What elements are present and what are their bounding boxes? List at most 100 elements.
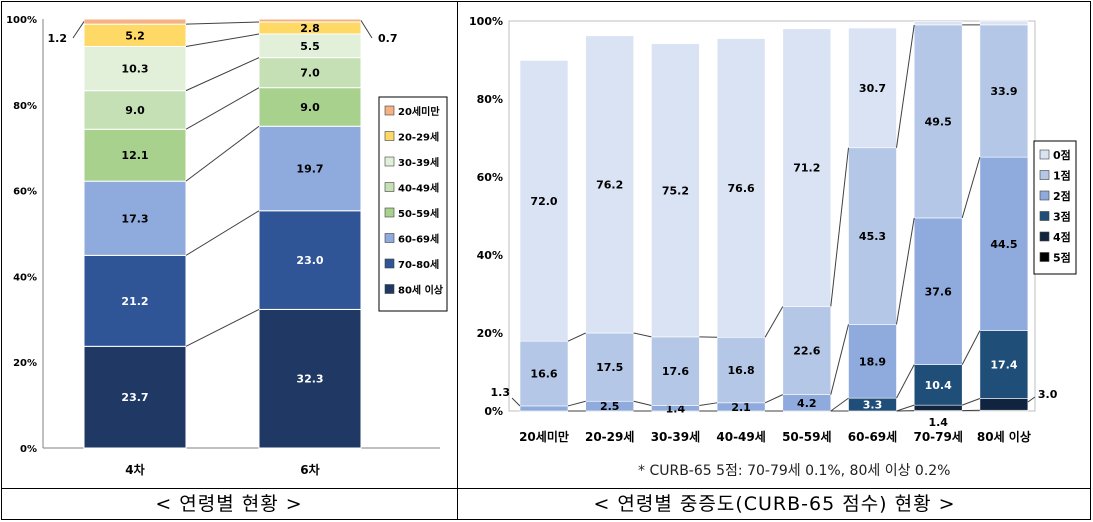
x-tick-label: 20세미만 bbox=[519, 429, 569, 444]
data-label: 17.6 bbox=[662, 365, 689, 378]
y-tick-label: 80% bbox=[13, 101, 37, 112]
x-tick-label: 6차 bbox=[300, 462, 319, 477]
series-connector bbox=[185, 87, 260, 130]
legend-label: 30-39세 bbox=[398, 156, 439, 169]
data-label: 45.3 bbox=[859, 230, 886, 243]
bar-segment bbox=[83, 345, 187, 449]
data-label: 10.4 bbox=[925, 379, 952, 392]
data-label: 75.2 bbox=[662, 184, 689, 197]
data-label: 16.6 bbox=[530, 368, 557, 381]
bar-segment bbox=[979, 330, 1029, 399]
bar-segment bbox=[519, 340, 569, 407]
legend-label: 1점 bbox=[1053, 169, 1071, 183]
x-tick-label: 70-79세 bbox=[913, 429, 962, 444]
series-connector bbox=[185, 125, 260, 182]
data-label: 21.2 bbox=[121, 295, 148, 308]
outside-data-label: 0.7 bbox=[378, 32, 398, 45]
series-connector bbox=[633, 332, 652, 338]
series-connector bbox=[764, 394, 784, 404]
legend-swatch bbox=[1039, 252, 1050, 262]
data-label: 17.5 bbox=[596, 361, 623, 374]
data-label: 44.5 bbox=[990, 238, 1017, 251]
legend-swatch bbox=[384, 284, 395, 294]
series-connector bbox=[633, 400, 652, 407]
data-label: 5.5 bbox=[300, 40, 320, 53]
y-tick-label: 0% bbox=[20, 444, 37, 455]
bar-segment bbox=[848, 324, 897, 399]
data-label: 5.2 bbox=[125, 29, 145, 42]
outside-data-label: 3.0 bbox=[1038, 388, 1058, 401]
bar-segment bbox=[258, 57, 362, 89]
data-label: 32.3 bbox=[296, 373, 323, 386]
series-connector bbox=[185, 210, 260, 256]
legend-swatch bbox=[384, 182, 395, 192]
bar-segment bbox=[585, 35, 635, 334]
legend-label: 50-59세 bbox=[398, 207, 439, 220]
x-tick-label: 60-69세 bbox=[848, 429, 897, 444]
data-label: 23.0 bbox=[296, 254, 323, 267]
leader-line bbox=[511, 397, 521, 407]
x-tick-label: 40-49세 bbox=[716, 429, 765, 444]
bar-segment bbox=[585, 332, 635, 402]
bar-segment bbox=[913, 24, 963, 219]
caption-divider bbox=[1, 488, 1091, 489]
y-tick-label: 20% bbox=[13, 358, 37, 369]
data-label: 3.3 bbox=[863, 399, 883, 412]
right-caption: < 연령별 중증도(CURB-65 점수) 현황 > bbox=[593, 493, 956, 515]
x-tick-label: 30-39세 bbox=[651, 429, 700, 444]
bar-segment bbox=[258, 87, 362, 127]
leader-line bbox=[360, 20, 373, 39]
severity-by-age-chart: 0% 20% 40% 60% 80% 100% 16.6 72.0 20세미만 2.5 17.5 76… bbox=[469, 15, 1077, 444]
data-label: 49.5 bbox=[925, 115, 952, 128]
legend-swatch bbox=[384, 207, 395, 218]
bar-segment bbox=[913, 404, 963, 411]
series-connector bbox=[699, 402, 718, 407]
leader-line bbox=[72, 21, 85, 39]
data-label: 76.2 bbox=[596, 178, 623, 191]
legend-label: 5점 bbox=[1053, 251, 1071, 265]
legend-swatch bbox=[384, 105, 395, 116]
data-label: 2.1 bbox=[731, 401, 751, 414]
bar-segment bbox=[258, 125, 362, 212]
bar-segment bbox=[848, 147, 897, 325]
bar-segment bbox=[782, 306, 832, 395]
bar-segment bbox=[83, 254, 187, 347]
data-label: 7.0 bbox=[300, 67, 320, 80]
data-label: 2.8 bbox=[300, 22, 320, 35]
data-label: 72.0 bbox=[530, 195, 557, 208]
legend-box bbox=[378, 96, 448, 312]
data-label: 12.1 bbox=[121, 149, 148, 162]
bar-segment bbox=[716, 38, 766, 338]
outside-data-label: 1.2 bbox=[48, 32, 68, 45]
legend-label: 70-80세 bbox=[398, 258, 439, 271]
data-label: 30.7 bbox=[859, 82, 886, 95]
series-connector bbox=[896, 217, 915, 325]
series-connector bbox=[830, 324, 849, 395]
series-connector bbox=[961, 156, 981, 219]
age-distribution-chart: 0% 20% 40% 60% 80% 100% 23.7 21.2 17.3 12.1 9.0 10.… bbox=[6, 15, 448, 477]
legend-label: 2점 bbox=[1053, 189, 1071, 203]
series-connector bbox=[896, 24, 915, 148]
y-tick-label: 40% bbox=[477, 249, 503, 262]
series-connector bbox=[896, 364, 915, 399]
data-label: 2.5 bbox=[600, 400, 620, 413]
legend-swatch bbox=[1039, 190, 1050, 201]
data-label: 17.4 bbox=[990, 359, 1017, 372]
legend-swatch bbox=[1039, 149, 1050, 160]
bar-segment bbox=[519, 405, 569, 412]
y-tick-label: 20% bbox=[477, 327, 503, 340]
bar-segment bbox=[519, 60, 569, 342]
data-label: 9.0 bbox=[125, 104, 145, 117]
bar-segment bbox=[782, 28, 832, 307]
leader-line bbox=[1027, 396, 1036, 403]
data-label: 37.6 bbox=[925, 285, 952, 298]
bar-segment bbox=[83, 128, 187, 182]
bar-segment bbox=[848, 27, 897, 149]
legend-swatch bbox=[1039, 170, 1050, 180]
legend-swatch bbox=[384, 131, 395, 141]
series-connector bbox=[185, 57, 260, 92]
series-connector bbox=[896, 404, 915, 412]
bar-segment bbox=[979, 24, 1029, 158]
legend-label: 80세 이상 bbox=[398, 284, 444, 297]
bar-segment bbox=[913, 217, 963, 365]
